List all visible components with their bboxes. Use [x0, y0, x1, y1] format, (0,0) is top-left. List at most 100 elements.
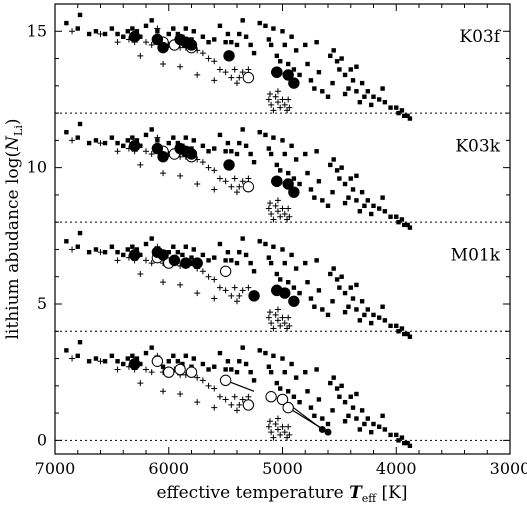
square-point [342, 181, 348, 187]
square-point [316, 397, 322, 402]
square-point [77, 121, 83, 127]
plus-point [274, 306, 281, 313]
plus-point [160, 170, 167, 177]
plus-point [245, 66, 252, 73]
square-point [396, 438, 401, 443]
x-tick-label: 6000 [148, 459, 189, 478]
square-point [316, 288, 322, 293]
open-circle-point [276, 393, 289, 406]
square-point [121, 143, 126, 149]
panel-label: K03k [455, 136, 500, 156]
square-point [330, 189, 335, 195]
square-point [64, 239, 69, 244]
square-point [282, 151, 287, 157]
plus-point [114, 257, 121, 264]
plus-point [286, 104, 293, 111]
square-point [166, 31, 171, 37]
square-point [369, 429, 374, 435]
plus-point [228, 401, 235, 408]
square-point [285, 389, 291, 394]
square-point [191, 138, 196, 143]
square-point [125, 247, 130, 252]
square-point [243, 361, 249, 367]
square-point [77, 12, 83, 18]
x-axis-label: effective temperature Teff [K] [156, 483, 407, 505]
square-point [396, 219, 401, 225]
plus-point [211, 295, 218, 302]
square-point [405, 113, 410, 119]
plus-point [205, 164, 212, 171]
square-point [223, 149, 228, 154]
square-point [130, 135, 135, 140]
square-point [143, 23, 149, 29]
square-point [354, 307, 359, 312]
filled-circle-point [271, 66, 283, 78]
open-circle-point [219, 265, 232, 277]
square-point [77, 230, 83, 236]
square-point [396, 110, 401, 116]
plus-point [274, 426, 281, 433]
filled-circle-point [157, 41, 169, 54]
filled-circle-point [180, 257, 192, 269]
square-point [331, 375, 336, 380]
square-point [337, 394, 342, 399]
square-point [342, 72, 348, 78]
square-point [308, 78, 314, 83]
square-point [93, 356, 99, 361]
square-point [394, 432, 399, 438]
panel-label: K03f [459, 27, 501, 47]
filled-circle-point [185, 148, 198, 160]
square-point [380, 86, 385, 91]
open-circle-point [242, 71, 255, 84]
open-circle-point [242, 181, 255, 193]
square-point [189, 255, 194, 260]
square-point [115, 249, 120, 255]
square-point [191, 29, 196, 34]
panel-labels: K03f K03k M01k [451, 27, 502, 265]
square-point [257, 20, 262, 26]
plus-point [231, 175, 238, 182]
square-point [251, 378, 257, 383]
square-point [271, 26, 276, 31]
square-point [206, 39, 211, 45]
square-point [399, 217, 405, 222]
plus-point [137, 52, 144, 59]
square-point [297, 399, 302, 405]
plus-point [266, 91, 273, 97]
plus-point [143, 148, 149, 155]
open-circle-point [265, 391, 277, 403]
plus-point [245, 393, 252, 400]
plus-point [279, 423, 286, 430]
square-point [388, 105, 393, 110]
plus-point [285, 423, 292, 430]
plus-point [211, 186, 218, 193]
plus-point [228, 74, 235, 81]
reference-lines [55, 112, 510, 441]
square-point [376, 424, 382, 429]
square-point [330, 408, 335, 413]
square-point [354, 198, 359, 203]
square-point [200, 252, 206, 258]
plus-point [245, 284, 252, 291]
plus-point [265, 205, 272, 212]
plus-point [274, 197, 281, 204]
square-point [191, 247, 196, 252]
square-point [354, 64, 359, 69]
square-point [376, 315, 382, 320]
square-point [278, 59, 283, 64]
square-point [143, 241, 149, 247]
plus-point [239, 178, 246, 185]
open-circle-point [163, 366, 175, 378]
square-point [371, 94, 376, 99]
plus-point [279, 205, 286, 212]
filled-circle-point [282, 178, 294, 190]
plus-point [143, 39, 149, 46]
plus-point [114, 366, 121, 373]
square-point [243, 143, 249, 149]
square-point [312, 413, 317, 419]
square-point [93, 29, 99, 34]
square-point [314, 149, 319, 154]
square-point [64, 129, 69, 135]
filled-circle-point [271, 175, 283, 187]
plus-point [272, 202, 279, 209]
